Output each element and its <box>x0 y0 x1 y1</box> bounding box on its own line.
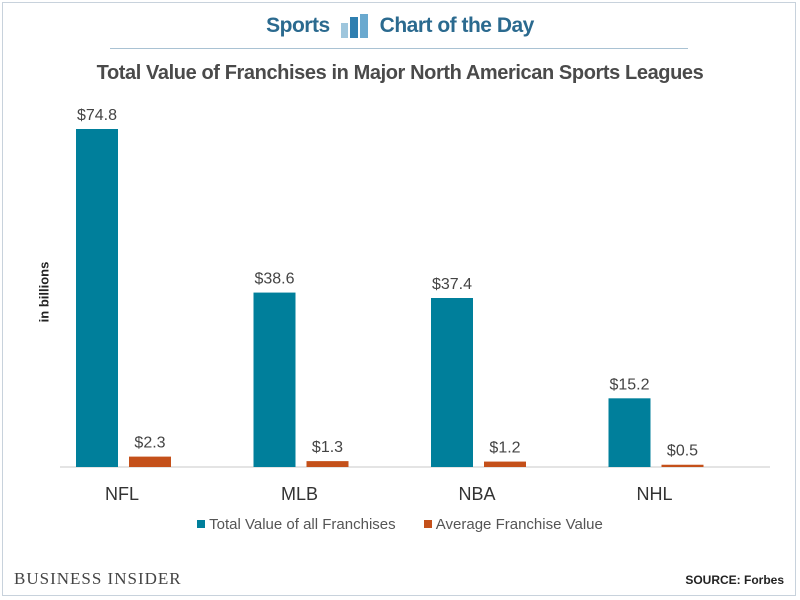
bar-mlb-total <box>253 292 296 467</box>
data-label-nhl-total: $15.2 <box>609 376 649 393</box>
chart-legend: Total Value of all Franchises Average Fr… <box>0 515 800 533</box>
x-tick-nba: NBA <box>458 484 495 504</box>
header-chart-of-the-day: Chart of the Day <box>379 14 535 37</box>
data-label-nhl-average: $0.5 <box>667 443 698 460</box>
legend-swatch-average <box>423 520 432 528</box>
data-label-nba-average: $1.2 <box>489 440 520 457</box>
bar-nhl-total <box>608 398 651 467</box>
legend-label-total: Total Value of all Franchises <box>209 515 396 533</box>
legend-item-average: Average Franchise Value <box>423 515 603 533</box>
header-divider <box>110 48 688 49</box>
data-label-nba-total: $37.4 <box>432 276 472 293</box>
data-label-mlb-total: $38.6 <box>254 271 294 288</box>
bar-nfl-total <box>76 129 118 467</box>
bar-chart-icon <box>340 14 368 38</box>
header-sports: Sports <box>266 14 330 37</box>
legend-item-total: Total Value of all Franchises <box>197 515 396 533</box>
data-label-nfl-average: $2.3 <box>134 435 165 452</box>
data-label-nfl-total: $74.8 <box>77 107 117 124</box>
x-tick-nfl: NFL <box>105 484 139 504</box>
chart-title: Total Value of Franchises in Major North… <box>96 62 704 84</box>
legend-swatch-total <box>197 520 206 528</box>
data-label-mlb-average: $1.3 <box>312 439 343 456</box>
brand-logo: BUSINESS INSIDER <box>14 569 182 588</box>
chart-header: Sports Chart of the Day <box>0 14 800 46</box>
bar-nhl-average <box>661 464 704 467</box>
bar-mlb-average <box>306 461 349 467</box>
bar-nfl-average <box>129 456 171 467</box>
source-note: SOURCE: Forbes <box>685 573 784 587</box>
bar-nba-total <box>431 298 473 467</box>
legend-label-average: Average Franchise Value <box>435 515 603 533</box>
x-tick-mlb: MLB <box>281 484 318 504</box>
bar-nba-average <box>484 461 526 467</box>
x-tick-nhl: NHL <box>636 484 672 504</box>
